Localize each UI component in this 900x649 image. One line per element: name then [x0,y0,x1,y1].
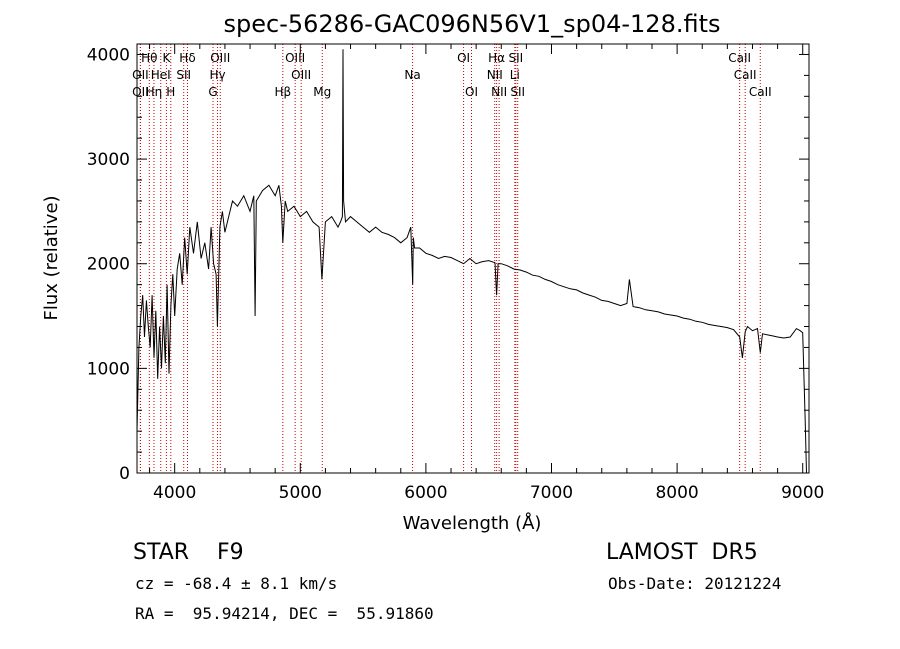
spectral-line-label: NII [491,85,507,99]
spectral-line-label: OII [132,85,149,99]
x-tick-label: 4000 [153,483,196,503]
spectral-line-label: SII [176,68,191,82]
spectral-line-label: CaII [749,85,772,99]
spectral-line-label: Hγ [209,68,225,82]
spectral-line-label: Hθ [141,51,157,65]
spectral-line-label: SII [510,85,525,99]
y-tick-label: 1000 [87,359,130,379]
spectral-line-label: Li [510,68,520,82]
y-axis-label: Flux (relative) [41,195,62,320]
spectral-line-label: OI [465,85,478,99]
spectral-line-label: Hα [488,51,505,65]
spectral-line-label: Na [404,68,420,82]
spectral-line-label: OII [132,68,149,82]
x-axis-label: Wavelength (Å) [403,512,542,534]
y-tick-label: 2000 [87,255,130,275]
x-tick-label: 9000 [781,483,824,503]
spectral-line-label: OI [457,51,470,65]
spectral-line-label: SII [508,51,523,65]
x-tick-label: 5000 [279,483,322,503]
spectral-line-label: OIII [210,51,230,65]
y-tick-label: 3000 [87,150,130,170]
redshift-label: cz = -68.4 ± 8.1 km/s [135,574,338,593]
spectral-line-label: K [162,51,171,65]
spectrum-line [136,49,807,474]
spectral-line-label: HeI [151,68,171,82]
spectral-line-label: CaII [734,68,757,82]
y-tick-label: 4000 [87,45,130,65]
spectral-line-label: NII [487,68,503,82]
spectral-line-label: Hβ [274,85,291,99]
y-axis: 0 1000 2000 3000 4000 [87,45,809,484]
spectral-line-label: H [166,85,175,99]
spectral-line-label: Mg [313,85,331,99]
survey-label: LAMOST DR5 [606,540,758,565]
plot-frame [136,43,810,474]
classification-label: STAR F9 [133,540,244,565]
x-tick-label: 6000 [404,483,447,503]
x-tick-label: 8000 [655,483,698,503]
spectral-line-markers [139,44,761,473]
x-tick-label: 7000 [530,483,573,503]
spectral-line-label: Hδ [179,51,195,65]
obs-date-label: Obs-Date: 20121224 [608,574,782,593]
y-tick-label: 0 [119,464,130,484]
spectral-line-label: OIII [285,51,305,65]
chart-title: spec-56286-GAC096N56V1_sp04-128.fits [224,10,721,38]
spectral-line-label: OIII [291,68,311,82]
spectral-line-label: CaII [728,51,751,65]
coordinates-label: RA = 95.94214, DEC = 55.91860 [135,604,434,623]
spectral-line-label: Hη [146,85,163,99]
x-axis: 4000 5000 6000 7000 8000 9000 [149,44,824,503]
spectral-line-label: G [208,85,217,99]
